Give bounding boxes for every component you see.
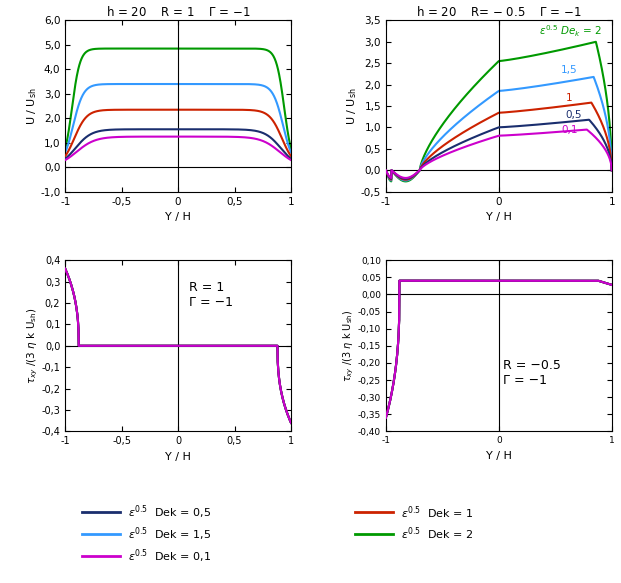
X-axis label: Y / H: Y / H [486, 212, 512, 222]
Text: $\varepsilon^{0.5}$ $De_k$ = 2: $\varepsilon^{0.5}$ $De_k$ = 2 [540, 23, 602, 39]
Text: 1: 1 [565, 93, 572, 103]
Title: h = 20    R = 1    $\Gamma$ = $-$1: h = 20 R = 1 $\Gamma$ = $-$1 [106, 5, 250, 19]
Title: h = 20    R= $-$ 0.5    $\Gamma$ = $-$1: h = 20 R= $-$ 0.5 $\Gamma$ = $-$1 [416, 5, 582, 19]
Text: R = 1
Γ = −1: R = 1 Γ = −1 [189, 281, 233, 309]
Y-axis label: U / U$_{\rm sh}$: U / U$_{\rm sh}$ [25, 87, 39, 125]
Text: $\varepsilon^{0.5}$  Dek = 1,5: $\varepsilon^{0.5}$ Dek = 1,5 [128, 525, 211, 543]
Text: $\varepsilon^{0.5}$  Dek = 1: $\varepsilon^{0.5}$ Dek = 1 [401, 504, 474, 521]
X-axis label: Y / H: Y / H [165, 212, 191, 222]
Y-axis label: U / U$_{\rm sh}$: U / U$_{\rm sh}$ [345, 87, 360, 125]
X-axis label: Y / H: Y / H [486, 451, 512, 461]
Y-axis label: $\tau_{xy}$ /(3 $\eta$ k U$_{\rm sh}$): $\tau_{xy}$ /(3 $\eta$ k U$_{\rm sh}$) [25, 307, 40, 384]
Text: 0,1: 0,1 [561, 125, 578, 135]
Text: 1,5: 1,5 [561, 65, 578, 75]
X-axis label: Y / H: Y / H [165, 452, 191, 462]
Y-axis label: $\tau_{xy}$ /(3 $\eta$ k U$_{\rm sh}$): $\tau_{xy}$ /(3 $\eta$ k U$_{\rm sh}$) [342, 310, 356, 382]
Text: $\varepsilon^{0.5}$  Dek = 0,1: $\varepsilon^{0.5}$ Dek = 0,1 [128, 547, 211, 565]
Text: $\varepsilon^{0.5}$  Dek = 2: $\varepsilon^{0.5}$ Dek = 2 [401, 526, 474, 542]
Text: 0,5: 0,5 [565, 110, 582, 120]
Text: $\varepsilon^{0.5}$  Dek = 0,5: $\varepsilon^{0.5}$ Dek = 0,5 [128, 504, 211, 521]
Text: R = −0.5
Γ = −1: R = −0.5 Γ = −1 [503, 360, 561, 388]
